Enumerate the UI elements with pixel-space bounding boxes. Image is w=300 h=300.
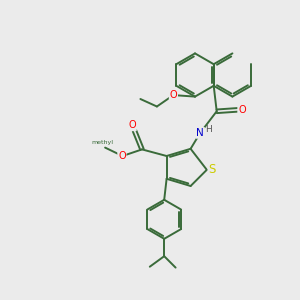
- Text: O: O: [238, 105, 246, 115]
- Text: O: O: [169, 90, 177, 100]
- Text: S: S: [208, 163, 216, 176]
- Text: H: H: [205, 125, 212, 134]
- Text: N: N: [196, 128, 204, 138]
- Text: O: O: [118, 151, 126, 161]
- Text: O: O: [128, 120, 136, 130]
- Text: methyl: methyl: [92, 140, 114, 145]
